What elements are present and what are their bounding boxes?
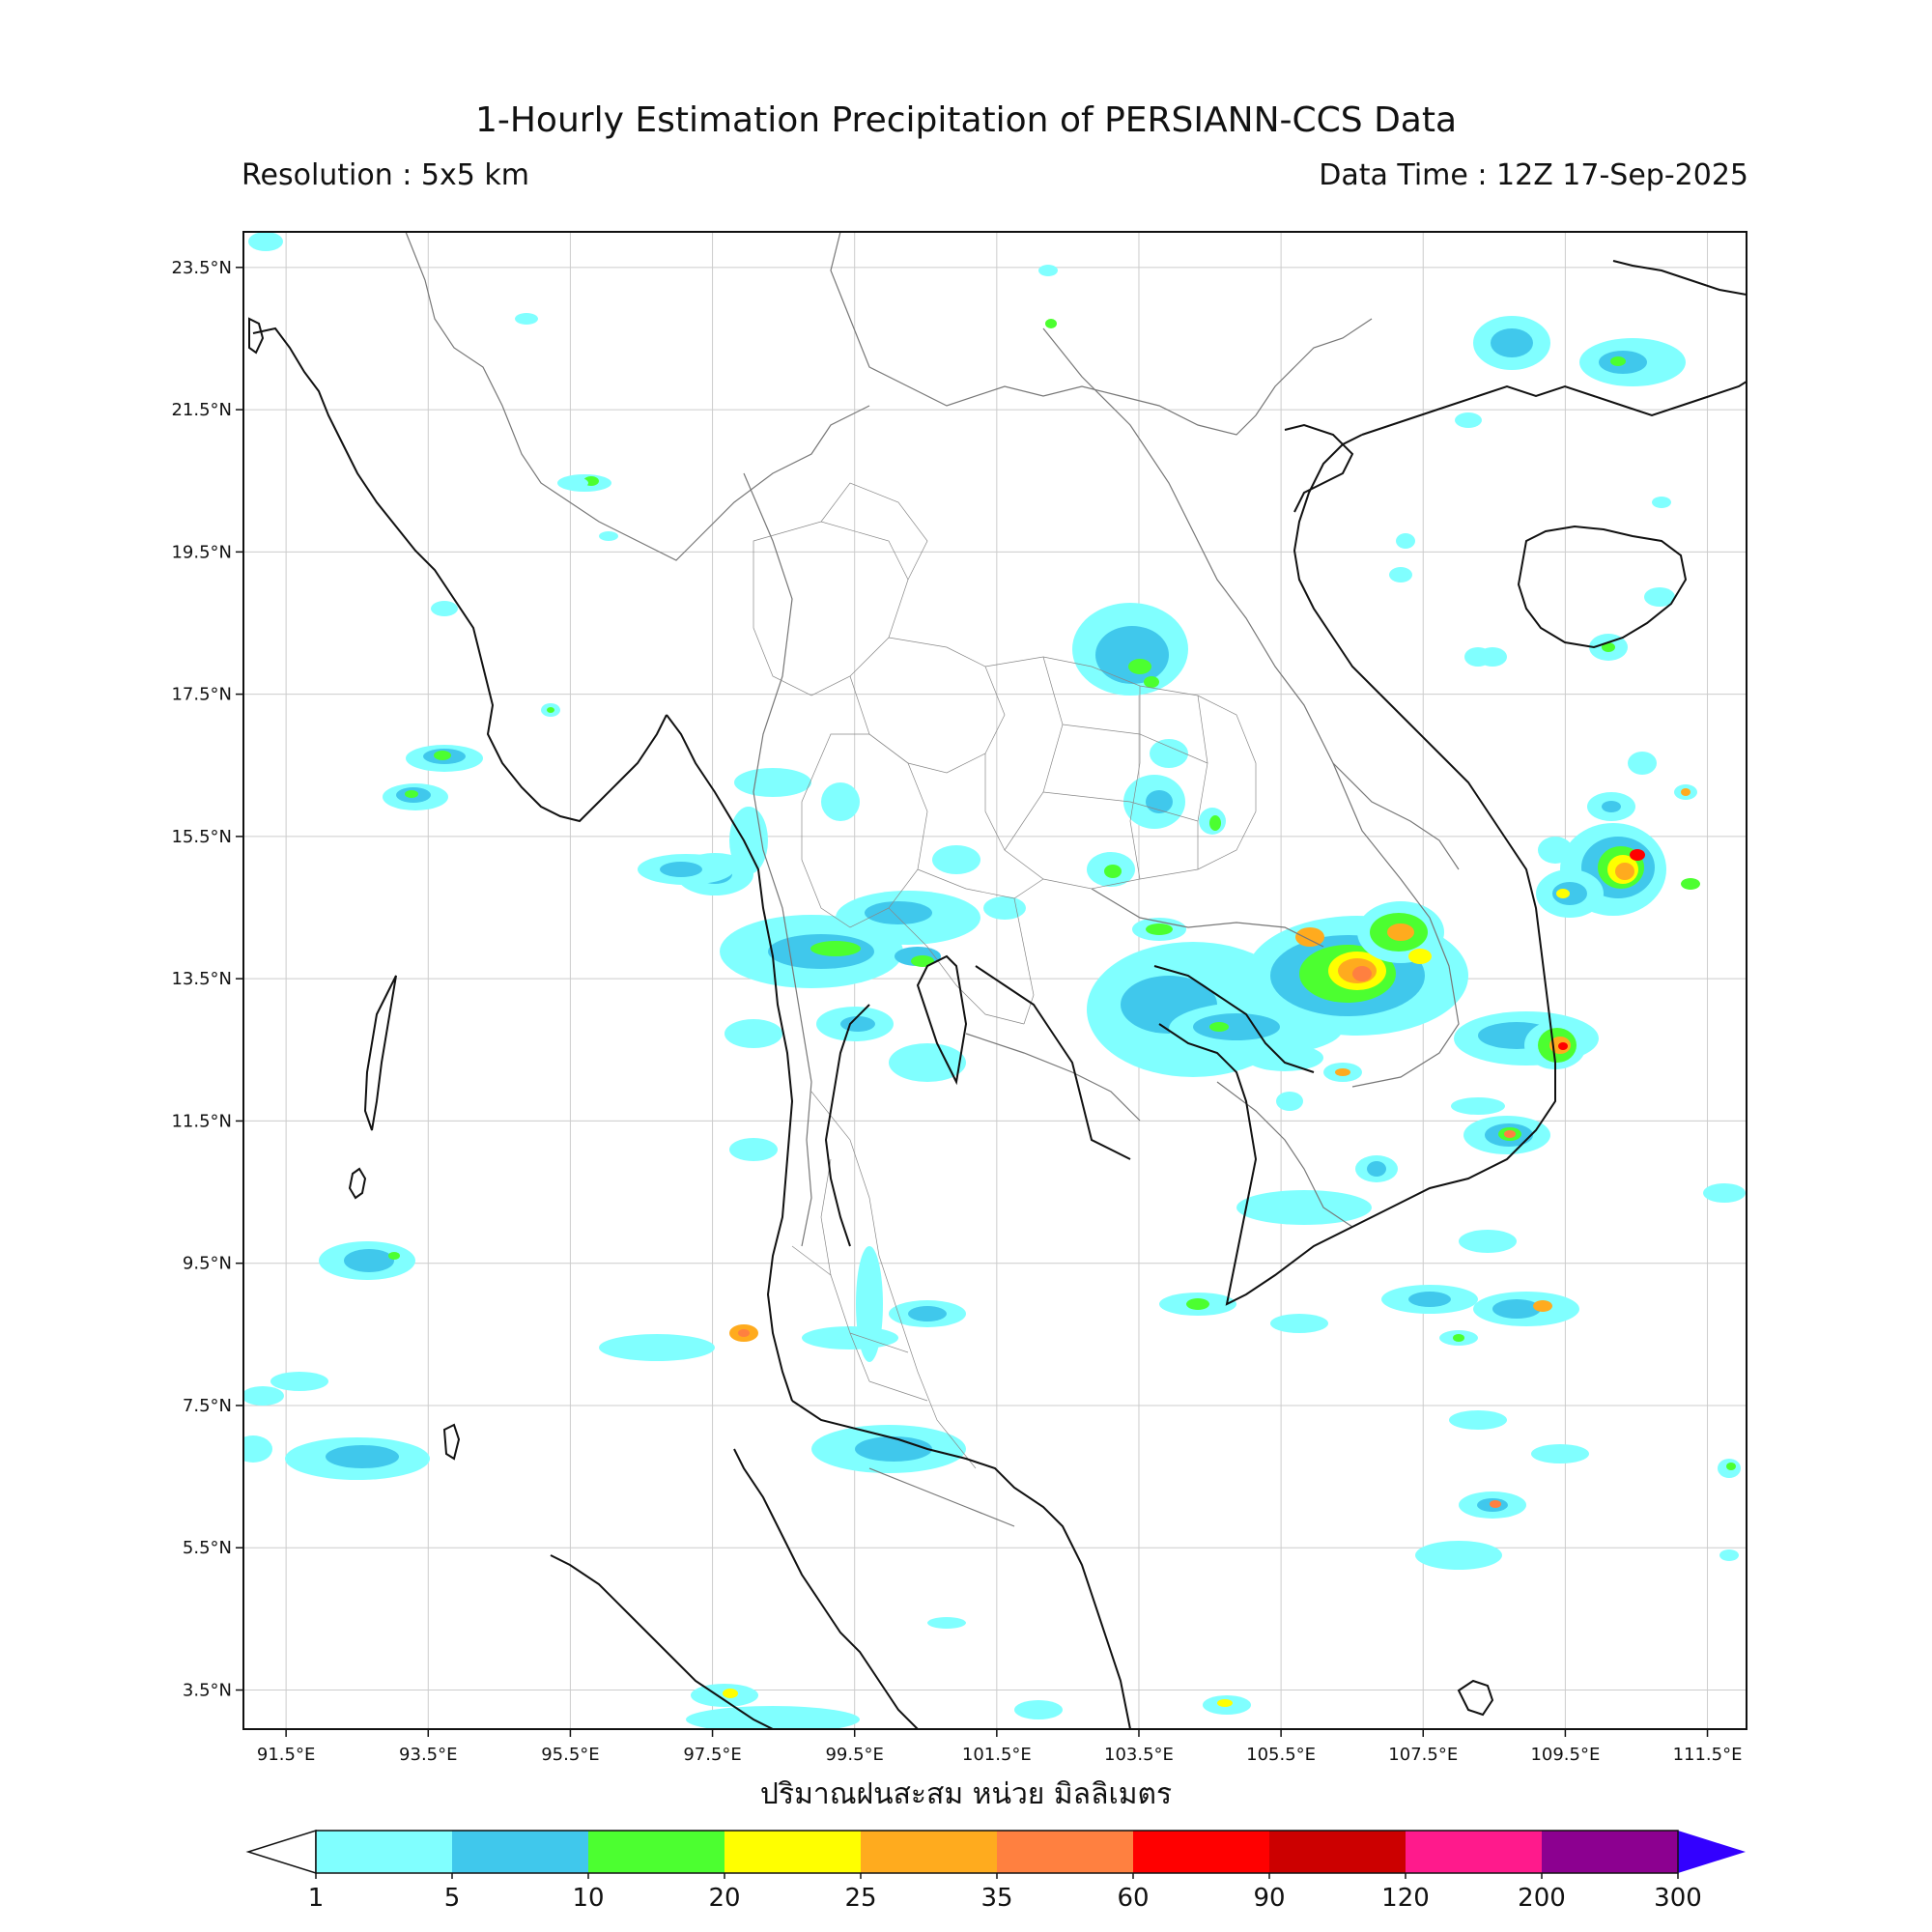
lon-tick-label: 91.5°E [257,1745,315,1765]
colorbar-tick-label: 60 [1117,1884,1149,1913]
colorbar-segment [1133,1831,1269,1873]
resolution-label: Resolution : 5x5 km [242,158,529,192]
colorbar-under-arrow [245,1829,317,1875]
lat-tick-label: 21.5°N [171,400,232,420]
lon-tick-label: 95.5°E [541,1745,599,1765]
colorbar-label: ปริมาณฝนสะสม หน่วย มิลลิเมตร [759,1777,1173,1811]
colorbar-segment [452,1831,588,1873]
precipitation-field [243,232,1746,1729]
lat-tick-label: 17.5°N [171,685,232,705]
province-borders [753,482,1257,1469]
map-frame [242,231,1747,1730]
colorbar-tick-label: 300 [1654,1884,1702,1913]
lon-tick-label: 107.5°E [1388,1745,1458,1765]
lat-tick-label: 19.5°N [171,542,232,562]
lat-tick-label: 7.5°N [183,1396,232,1416]
lon-tick-label: 101.5°E [962,1745,1032,1765]
colorbar: 1 5 10 20 25 35 60 90 120 200 300 [245,1829,1746,1913]
colorbar-tick-label: 10 [572,1884,604,1913]
colorbar-segment [316,1831,452,1873]
lon-tick-label: 111.5°E [1673,1745,1743,1765]
lon-tick-label: 109.5°E [1530,1745,1600,1765]
colorbar-segment [997,1831,1133,1873]
colorbar-segment [861,1831,997,1873]
country-borders [405,232,1460,1527]
colorbar-tick-label: 200 [1518,1884,1566,1913]
colorbar-tick-label: 25 [844,1884,876,1913]
colorbar-tick-label: 120 [1381,1884,1430,1913]
colorbar-tick-label: 5 [444,1884,461,1913]
colorbar-segment [1269,1831,1406,1873]
colorbar-tick-label: 35 [980,1884,1012,1913]
lat-tick-label: 3.5°N [183,1681,232,1701]
colorbar-tick-label: 1 [308,1884,325,1913]
colorbar-tick-label: 90 [1253,1884,1285,1913]
lat-tick-label: 11.5°N [171,1111,232,1131]
lon-tick-label: 97.5°E [683,1745,741,1765]
lat-tick-label: 9.5°N [183,1254,232,1274]
coastlines [248,260,1747,1729]
lat-tick-label: 15.5°N [171,827,232,847]
colorbar-segment [1406,1831,1542,1873]
lon-tick-label: 103.5°E [1104,1745,1174,1765]
colorbar-segment [1542,1831,1678,1873]
lon-tick-label: 93.5°E [399,1745,457,1765]
axis-ticks: 91.5°E 93.5°E 95.5°E 97.5°E 99.5°E 101.5°E 103… [171,258,1742,1765]
colorbar-segment [724,1831,861,1873]
lon-tick-label: 99.5°E [825,1745,883,1765]
lat-tick-label: 13.5°N [171,969,232,989]
data-time-label: Data Time : 12Z 17-Sep-2025 [1319,158,1748,192]
chart-title: 1-Hourly Estimation Precipitation of PER… [474,100,1458,140]
colorbar-tick-label: 20 [708,1884,740,1913]
lon-tick-label: 105.5°E [1246,1745,1316,1765]
lat-tick-label: 5.5°N [183,1538,232,1558]
lat-tick-label: 23.5°N [171,258,232,278]
colorbar-segment [588,1831,724,1873]
colorbar-over-arrow [1678,1831,1746,1873]
